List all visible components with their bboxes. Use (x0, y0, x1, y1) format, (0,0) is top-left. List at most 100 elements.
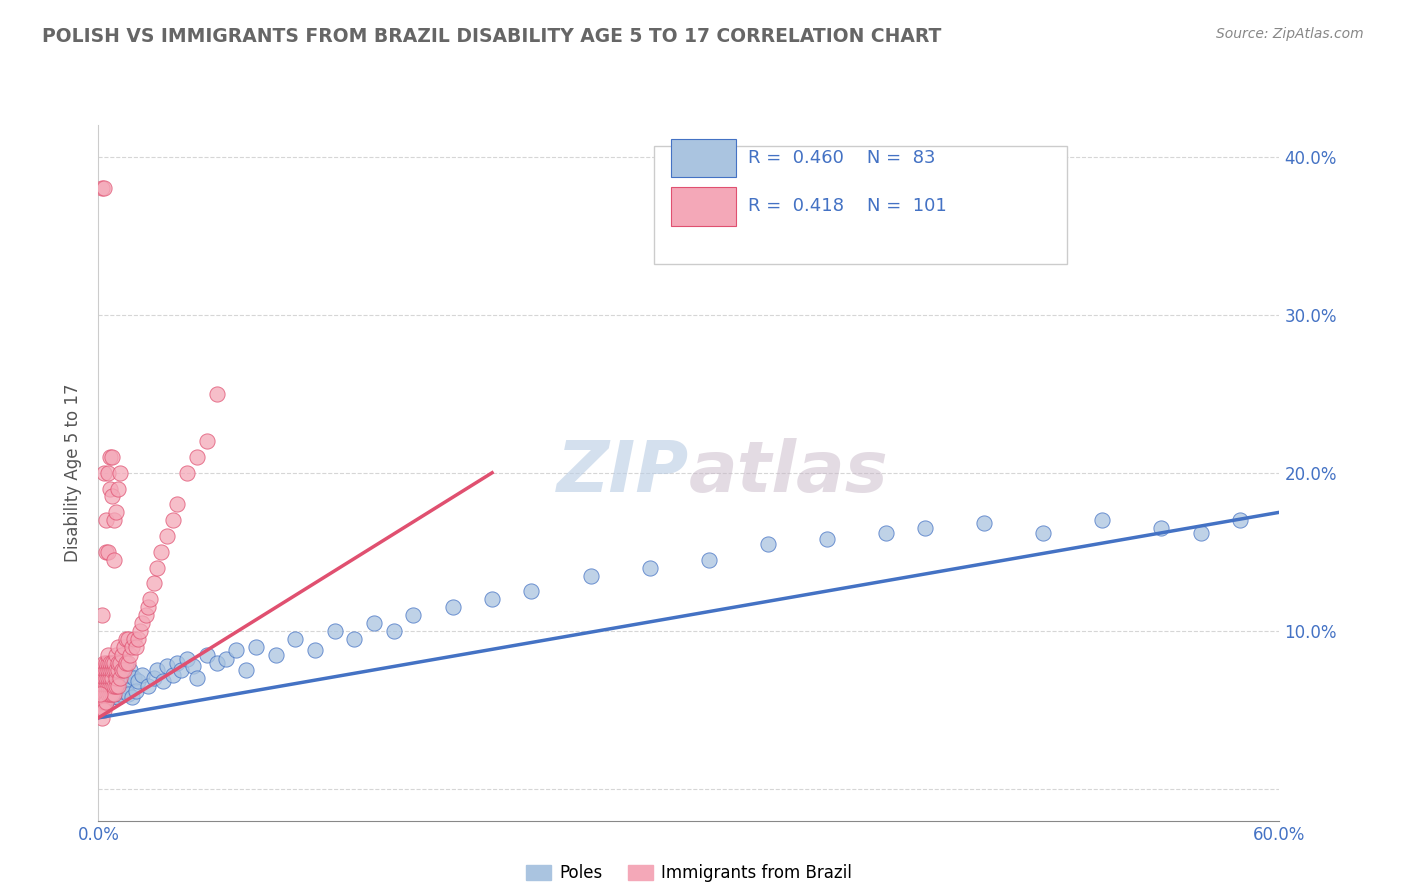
Point (205, 656, 228, 670)
Point (117, 632, 139, 646)
Point (96, 671, 118, 685)
Point (91, 695, 114, 709)
Legend: Poles, Immigrants from Brazil: Poles, Immigrants from Brazil (519, 857, 859, 888)
Point (108, 671, 131, 685)
Point (91, 608, 114, 623)
Point (103, 656, 125, 670)
Point (93, 687, 115, 701)
Point (111, 648, 134, 662)
Point (91, 664, 114, 678)
Point (638, 560, 661, 574)
Point (235, 664, 257, 678)
Point (101, 687, 124, 701)
Point (117, 656, 139, 670)
Point (973, 516, 995, 531)
Point (93, 690, 115, 705)
Point (89, 679, 111, 693)
Point (96, 687, 118, 701)
Point (323, 624, 346, 638)
Point (138, 592, 160, 607)
Point (107, 679, 129, 693)
Point (156, 529, 179, 543)
Point (205, 386, 228, 401)
Point (97, 671, 120, 685)
Point (89, 671, 111, 685)
FancyBboxPatch shape (671, 187, 737, 226)
Text: R =  0.460    N =  83: R = 0.460 N = 83 (748, 149, 935, 167)
Point (115, 656, 138, 670)
Point (108, 687, 131, 701)
Point (481, 592, 503, 607)
Point (402, 608, 425, 623)
Point (122, 632, 145, 646)
Point (93, 687, 115, 701)
Point (1032, 525, 1054, 540)
Point (91, 671, 114, 685)
Point (98, 674, 121, 689)
Point (118, 664, 141, 678)
Text: POLISH VS IMMIGRANTS FROM BRAZIL DISABILITY AGE 5 TO 17 CORRELATION CHART: POLISH VS IMMIGRANTS FROM BRAZIL DISABIL… (42, 27, 942, 45)
Point (103, 687, 125, 701)
Point (136, 600, 159, 615)
Point (98, 668, 121, 682)
Point (91, 181, 114, 195)
Point (363, 615, 385, 630)
Point (91, 687, 114, 701)
Point (875, 525, 897, 540)
Point (166, 497, 188, 511)
Point (382, 624, 405, 638)
Text: Source: ZipAtlas.com: Source: ZipAtlas.com (1216, 27, 1364, 41)
Point (115, 679, 138, 693)
Point (96, 664, 118, 678)
Point (162, 513, 184, 527)
Point (91, 703, 114, 717)
Point (98, 482, 121, 496)
Point (105, 674, 128, 689)
Point (166, 656, 188, 670)
Point (118, 648, 141, 662)
Point (97, 648, 120, 662)
Point (91, 684, 114, 698)
Point (98, 671, 121, 685)
Point (101, 690, 124, 705)
Point (96, 695, 118, 709)
Text: R =  0.418    N =  101: R = 0.418 N = 101 (748, 197, 946, 215)
Point (103, 671, 125, 685)
Point (98, 679, 121, 693)
Point (131, 668, 153, 682)
Point (93, 668, 115, 682)
Point (245, 640, 267, 654)
Point (127, 632, 149, 646)
Point (97, 656, 120, 670)
Point (96, 671, 118, 685)
Point (89, 679, 111, 693)
Point (93, 656, 115, 670)
Point (107, 482, 129, 496)
Point (112, 664, 135, 678)
Point (343, 632, 366, 646)
Point (1091, 513, 1114, 527)
Point (93, 671, 115, 685)
Y-axis label: Disability Age 5 to 17: Disability Age 5 to 17 (65, 384, 83, 562)
Point (195, 648, 218, 662)
Point (186, 671, 208, 685)
Point (225, 643, 247, 657)
Point (97, 679, 120, 693)
Point (150, 545, 173, 559)
Point (101, 450, 124, 464)
Point (93, 466, 115, 480)
Point (215, 652, 238, 666)
Point (108, 656, 131, 670)
Point (127, 674, 149, 689)
Point (101, 656, 124, 670)
Point (93, 679, 115, 693)
Point (107, 664, 129, 678)
Point (98, 684, 121, 698)
Point (101, 679, 124, 693)
FancyBboxPatch shape (654, 145, 1067, 264)
Point (93, 181, 115, 195)
Point (98, 450, 121, 464)
Point (93, 674, 115, 689)
Point (112, 674, 135, 689)
Point (170, 664, 193, 678)
